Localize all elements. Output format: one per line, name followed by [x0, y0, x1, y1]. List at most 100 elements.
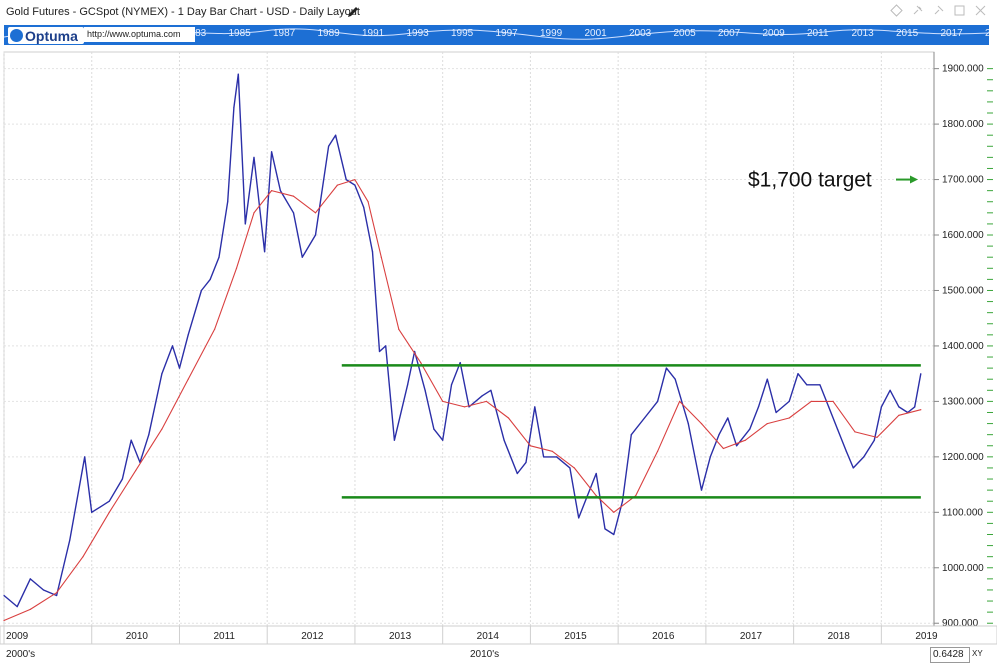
moving-average-point: [314, 212, 317, 214]
date-tick-label: 2011: [213, 631, 235, 642]
date-tick-label: 2013: [389, 631, 412, 642]
arrow-right-icon: [910, 175, 918, 184]
price-point: [354, 184, 356, 186]
price-point: [657, 400, 659, 402]
price-point: [233, 106, 235, 109]
price-point: [345, 179, 347, 181]
price-point: [378, 350, 381, 353]
date-tick-label: 2009: [6, 631, 29, 642]
price-point: [709, 456, 711, 458]
pin-icon[interactable]: [911, 4, 924, 17]
diamond-icon[interactable]: [890, 4, 903, 17]
moving-average-point: [135, 470, 137, 472]
price-axis: 900.000 1000.000 1100.000 1200.000 1300.000 1…: [933, 52, 993, 629]
price-tick-label: 1300.000: [942, 396, 984, 407]
price-point: [836, 428, 839, 430]
price-point: [328, 145, 330, 147]
moving-average-point: [876, 436, 878, 438]
price-point: [797, 373, 799, 375]
price-point: [424, 389, 426, 391]
navigator-year-label: 1991: [362, 28, 385, 39]
price-point: [161, 373, 163, 375]
optuma-url[interactable]: http://www.optuma.com: [84, 27, 195, 42]
moving-average-point: [898, 414, 900, 416]
price-point: [178, 367, 181, 369]
price-point: [433, 428, 435, 430]
moving-average-point: [420, 362, 422, 364]
date-axis-band: [0, 625, 997, 645]
moving-average-point: [551, 450, 553, 452]
target-annotation: $1,700 target: [748, 169, 872, 192]
moving-average-point: [464, 406, 466, 408]
date-tick-label: 2012: [301, 631, 324, 642]
price-point: [749, 428, 751, 430]
price-point: [873, 439, 875, 441]
price-point: [244, 223, 246, 225]
moving-average-point: [485, 400, 488, 402]
price-point: [586, 495, 589, 497]
moving-average-point: [657, 450, 659, 452]
moving-average-point: [507, 417, 510, 419]
price-point: [852, 467, 854, 469]
price-point: [806, 384, 808, 386]
navigator-year-label: 2001: [584, 28, 607, 39]
moving-average-point: [766, 423, 768, 425]
pin-alt-icon[interactable]: [932, 4, 945, 17]
price-tick-label: 1800.000: [942, 119, 984, 130]
price-point: [264, 251, 266, 253]
price-point: [525, 461, 527, 463]
price-point: [227, 201, 229, 203]
price-point: [371, 251, 374, 253]
price-point: [845, 450, 847, 452]
scale-ratio-field[interactable]: 0.6428: [930, 647, 970, 663]
price-tick-label: 1700.000: [942, 175, 984, 186]
pencil-icon[interactable]: [346, 5, 360, 19]
price-tick-label: 1100.000: [942, 507, 983, 518]
price-point: [335, 134, 337, 136]
moving-average-point: [398, 328, 400, 330]
moving-average-point: [832, 400, 834, 402]
price-point: [385, 345, 387, 347]
price-point: [3, 594, 5, 597]
price-point: [393, 439, 395, 441]
navigator-year-label: 1989: [317, 28, 340, 39]
moving-average-point: [529, 445, 532, 447]
date-axis: 2009 2010 2011 2012 2013 2014 2015 2016 2017 2018…: [0, 625, 997, 645]
price-point: [516, 472, 518, 475]
price-tick-label: 900.000: [942, 618, 979, 629]
price-tick-label: 1400.000: [942, 341, 984, 352]
price-point: [828, 406, 830, 408]
price-point: [543, 456, 545, 458]
moving-average-point: [679, 400, 681, 402]
chart-annotations: $1,700 target: [341, 169, 921, 499]
price-point: [99, 506, 102, 508]
moving-average-point: [595, 495, 597, 497]
price-point: [578, 517, 580, 519]
minimize-icon[interactable]: [953, 4, 966, 17]
price-point: [363, 206, 365, 208]
navigator-year-label: 2015: [896, 28, 919, 39]
moving-average-point: [3, 619, 5, 622]
price-point: [279, 190, 281, 192]
xy-toggle[interactable]: XY: [972, 649, 983, 658]
close-icon[interactable]: [974, 4, 987, 17]
price-point: [459, 362, 461, 364]
price-point: [414, 350, 416, 353]
moving-average-point: [56, 592, 58, 594]
navigator-year-label: 2017: [940, 28, 963, 39]
price-point: [171, 345, 174, 347]
price-point: [187, 334, 189, 336]
price-point: [209, 278, 211, 280]
price-point: [56, 594, 58, 597]
moving-average-point: [292, 195, 295, 197]
optuma-logo: Optuma: [8, 27, 84, 44]
price-point: [569, 467, 571, 469]
navigator-year-label: 1983: [184, 28, 207, 39]
navigator-year-label: 2007: [718, 28, 741, 39]
moving-average-point: [235, 267, 238, 269]
price-point: [643, 417, 646, 419]
optuma-logo-icon: [10, 29, 23, 42]
moving-average-point: [336, 184, 338, 186]
price-point: [889, 389, 891, 391]
